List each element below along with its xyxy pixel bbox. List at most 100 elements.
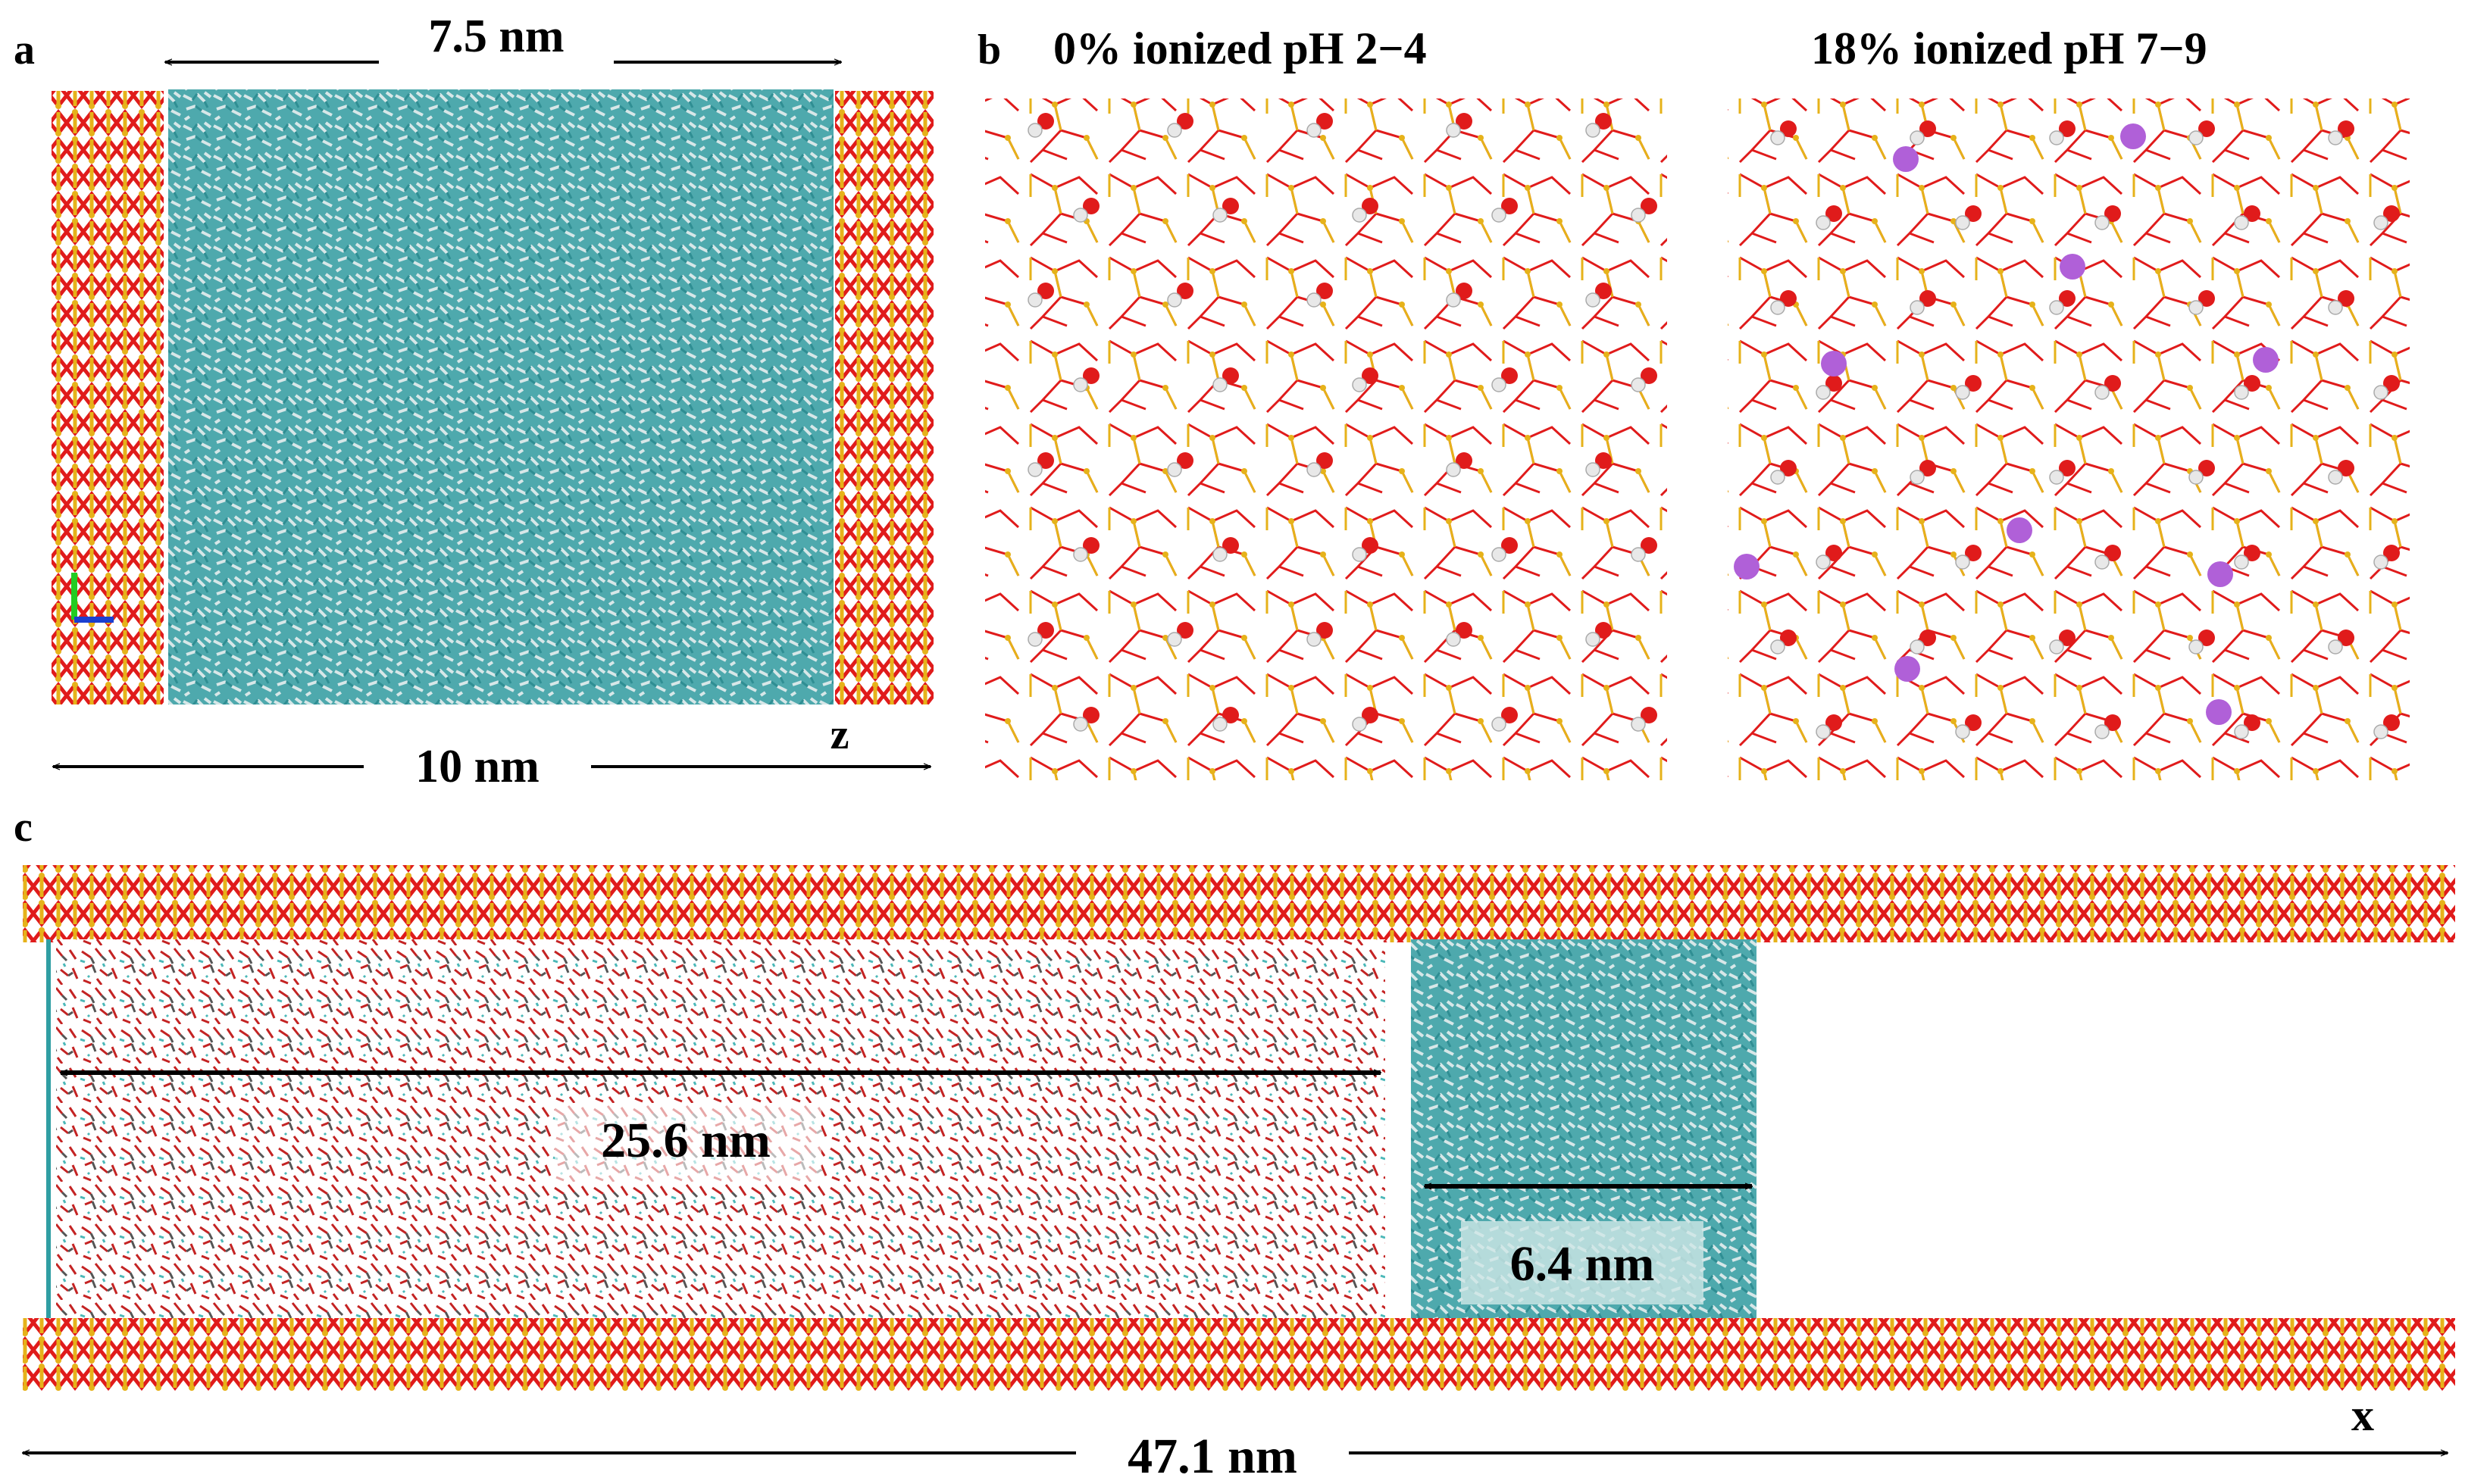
silanol-group bbox=[2234, 205, 2260, 230]
silanol-group bbox=[2373, 375, 2400, 400]
silanol-group bbox=[2188, 120, 2215, 145]
silanol-group bbox=[1491, 198, 1518, 223]
silanol-group bbox=[1073, 198, 1100, 223]
nonpolar-width-label: 25.6 nm bbox=[601, 1113, 771, 1168]
silanol-group bbox=[1212, 707, 1239, 732]
silanol-group bbox=[1167, 113, 1193, 138]
silanol-group bbox=[1816, 714, 1842, 739]
silanol-group bbox=[1073, 537, 1100, 562]
silanol-group bbox=[1910, 120, 1936, 145]
silanol-group bbox=[1770, 460, 1797, 485]
silanol-group bbox=[1816, 545, 1842, 570]
panel-a-letter: a bbox=[14, 27, 35, 73]
silanol-group bbox=[1167, 452, 1193, 477]
silanol-group bbox=[1631, 367, 1657, 392]
silanol-groups-ionized bbox=[1770, 120, 2400, 739]
silanol-group bbox=[1585, 622, 1612, 647]
cation-sphere bbox=[2207, 561, 2233, 587]
silanol-group bbox=[2188, 630, 2215, 655]
silica-slab-bottom bbox=[23, 1318, 2455, 1391]
silanol-group bbox=[2328, 120, 2354, 145]
silanol-group bbox=[2094, 205, 2121, 230]
silanol-group bbox=[2188, 460, 2215, 485]
panel-c: c 25.6 nm 6.4 nm 47.1 nm x bbox=[14, 804, 2455, 1484]
surface-lattice-ionized bbox=[1728, 98, 2410, 780]
silanol-group bbox=[1212, 198, 1239, 223]
silanol-group bbox=[1352, 367, 1378, 392]
silanol-group bbox=[1770, 120, 1797, 145]
silanol-group bbox=[2328, 290, 2354, 315]
silanol-group bbox=[1028, 283, 1054, 308]
panel-a: a 7.5 nm 10 nm z bbox=[14, 11, 934, 792]
silanol-group bbox=[1816, 205, 1842, 230]
silanol-group bbox=[2373, 714, 2400, 739]
silanol-group bbox=[1352, 537, 1378, 562]
axis-triad-icon bbox=[71, 573, 114, 623]
silanol-group bbox=[1631, 707, 1657, 732]
box-width-label: 10 nm bbox=[415, 741, 540, 792]
cation-sphere bbox=[2120, 123, 2146, 149]
water-block bbox=[168, 89, 834, 705]
silanol-group bbox=[2234, 545, 2260, 570]
silanol-group bbox=[1212, 537, 1239, 562]
silanol-group bbox=[1446, 113, 1472, 138]
cation-sphere bbox=[2206, 699, 2232, 725]
silanol-group bbox=[1955, 205, 1982, 230]
silanol-group bbox=[1167, 283, 1193, 308]
right-surface-title: 18% ionized pH 7−9 bbox=[1811, 23, 2207, 73]
panel-b: b 0% ionized pH 2−4 18% ionized pH 7−9 bbox=[978, 23, 2410, 780]
panel-b-letter: b bbox=[978, 27, 1001, 73]
water-droplet-width-label: 6.4 nm bbox=[1510, 1236, 1655, 1292]
silanol-group bbox=[2234, 375, 2260, 400]
silanol-group bbox=[1585, 283, 1612, 308]
cation-sphere bbox=[1734, 554, 1760, 580]
silanol-group bbox=[1491, 537, 1518, 562]
silanol-group bbox=[2373, 545, 2400, 570]
silanol-group bbox=[1073, 367, 1100, 392]
silanol-group bbox=[2373, 205, 2400, 230]
silanol-group bbox=[1352, 707, 1378, 732]
box-length-label: 47.1 nm bbox=[1128, 1429, 1297, 1484]
silanol-group bbox=[2094, 545, 2121, 570]
silanol-group bbox=[2049, 120, 2076, 145]
silanol-group bbox=[2094, 714, 2121, 739]
silanol-group bbox=[1446, 622, 1472, 647]
left-surface-title: 0% ionized pH 2−4 bbox=[1053, 23, 1427, 73]
cations bbox=[1734, 123, 2279, 725]
silanol-group bbox=[1955, 375, 1982, 400]
silanol-group bbox=[1306, 452, 1333, 477]
cation-sphere bbox=[1821, 351, 1847, 376]
silanol-group bbox=[1306, 622, 1333, 647]
silanol-group bbox=[1306, 283, 1333, 308]
silanol-group bbox=[1167, 622, 1193, 647]
silanol-group bbox=[1910, 290, 1936, 315]
silanol-group bbox=[1028, 452, 1054, 477]
silanol-group bbox=[1955, 545, 1982, 570]
silanol-group bbox=[1491, 367, 1518, 392]
cation-sphere bbox=[2060, 254, 2085, 280]
axis-x-label: x bbox=[2351, 1390, 2374, 1440]
silanol-group bbox=[1585, 452, 1612, 477]
silanol-group bbox=[2049, 460, 2076, 485]
silanol-group bbox=[1028, 622, 1054, 647]
silica-slab-top bbox=[23, 865, 2455, 942]
water-label-backdrop bbox=[1461, 1221, 1703, 1304]
silanol-group bbox=[1028, 113, 1054, 138]
silanol-group bbox=[2188, 290, 2215, 315]
silanol-group bbox=[1816, 375, 1842, 400]
silanol-group bbox=[2234, 714, 2260, 739]
silanol-group bbox=[1073, 707, 1100, 732]
silanol-group bbox=[2049, 290, 2076, 315]
silanol-group bbox=[1770, 630, 1797, 655]
axis-z-label: z bbox=[831, 711, 849, 758]
silanol-group bbox=[1910, 460, 1936, 485]
cation-sphere bbox=[1893, 146, 1919, 172]
silanol-group bbox=[2328, 460, 2354, 485]
cation-sphere bbox=[1894, 656, 1920, 682]
silica-slab-left bbox=[52, 91, 164, 705]
water-width-label: 7.5 nm bbox=[428, 11, 564, 62]
silanol-group bbox=[2328, 630, 2354, 655]
panel-c-letter: c bbox=[14, 804, 33, 851]
cation-sphere bbox=[2253, 347, 2279, 373]
